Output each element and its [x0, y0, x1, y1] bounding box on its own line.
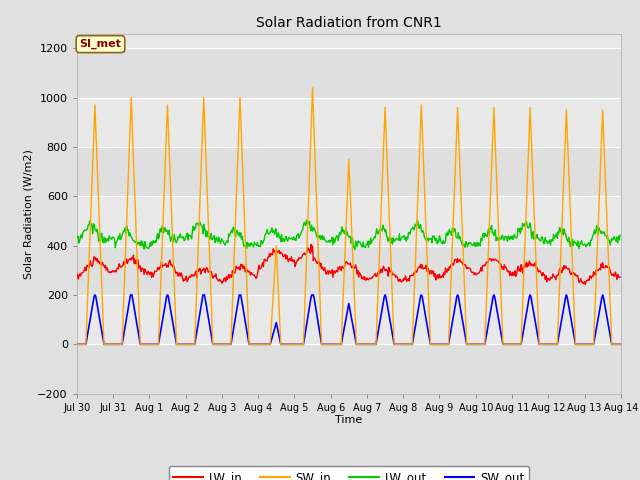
LW_in: [307, 241, 315, 247]
LW_in: [73, 271, 81, 277]
X-axis label: Time: Time: [335, 415, 362, 425]
SW_out: [223, 341, 231, 347]
SW_in: [194, 259, 202, 265]
LW_out: [351, 247, 358, 252]
SW_in: [73, 341, 81, 347]
LW_out: [194, 220, 202, 226]
SW_in: [139, 341, 147, 347]
LW_in: [83, 263, 90, 269]
LW_in: [223, 274, 230, 280]
SW_out: [83, 337, 90, 343]
SW_in: [616, 341, 624, 347]
Bar: [77, 98, 621, 147]
SW_out: [616, 341, 624, 347]
Y-axis label: Solar Radiation (W/m2): Solar Radiation (W/m2): [23, 149, 33, 278]
SW_out: [140, 341, 147, 347]
SW_out: [415, 302, 423, 308]
LW_out: [83, 227, 90, 232]
Legend: LW_in, SW_in, LW_out, SW_out: LW_in, SW_in, LW_out, SW_out: [169, 466, 529, 480]
SW_out: [431, 341, 439, 347]
SW_in: [415, 162, 423, 168]
Bar: [77, 344, 621, 394]
LW_out: [223, 239, 230, 244]
SW_in: [308, 85, 316, 91]
LW_out: [139, 239, 147, 244]
LW_out: [416, 223, 424, 229]
LW_in: [139, 265, 147, 271]
Bar: [77, 246, 621, 295]
Line: SW_in: SW_in: [77, 88, 620, 344]
LW_in: [582, 282, 589, 288]
LW_out: [73, 232, 81, 238]
Bar: [77, 48, 621, 98]
Line: SW_out: SW_out: [77, 295, 620, 344]
LW_in: [415, 264, 423, 270]
SW_out: [91, 292, 99, 298]
LW_in: [194, 266, 202, 272]
SW_in: [83, 322, 90, 327]
SW_in: [431, 341, 439, 347]
Bar: [77, 196, 621, 246]
Bar: [77, 295, 621, 344]
LW_in: [431, 271, 439, 276]
Text: SI_met: SI_met: [79, 39, 122, 49]
Line: LW_in: LW_in: [77, 244, 620, 285]
LW_in: [616, 274, 624, 280]
SW_out: [73, 341, 81, 347]
LW_out: [616, 232, 624, 238]
LW_out: [432, 238, 440, 244]
LW_out: [303, 217, 310, 223]
Line: LW_out: LW_out: [77, 220, 620, 250]
Bar: [77, 147, 621, 196]
Title: Solar Radiation from CNR1: Solar Radiation from CNR1: [256, 16, 442, 30]
SW_in: [223, 341, 230, 347]
SW_out: [195, 319, 202, 324]
